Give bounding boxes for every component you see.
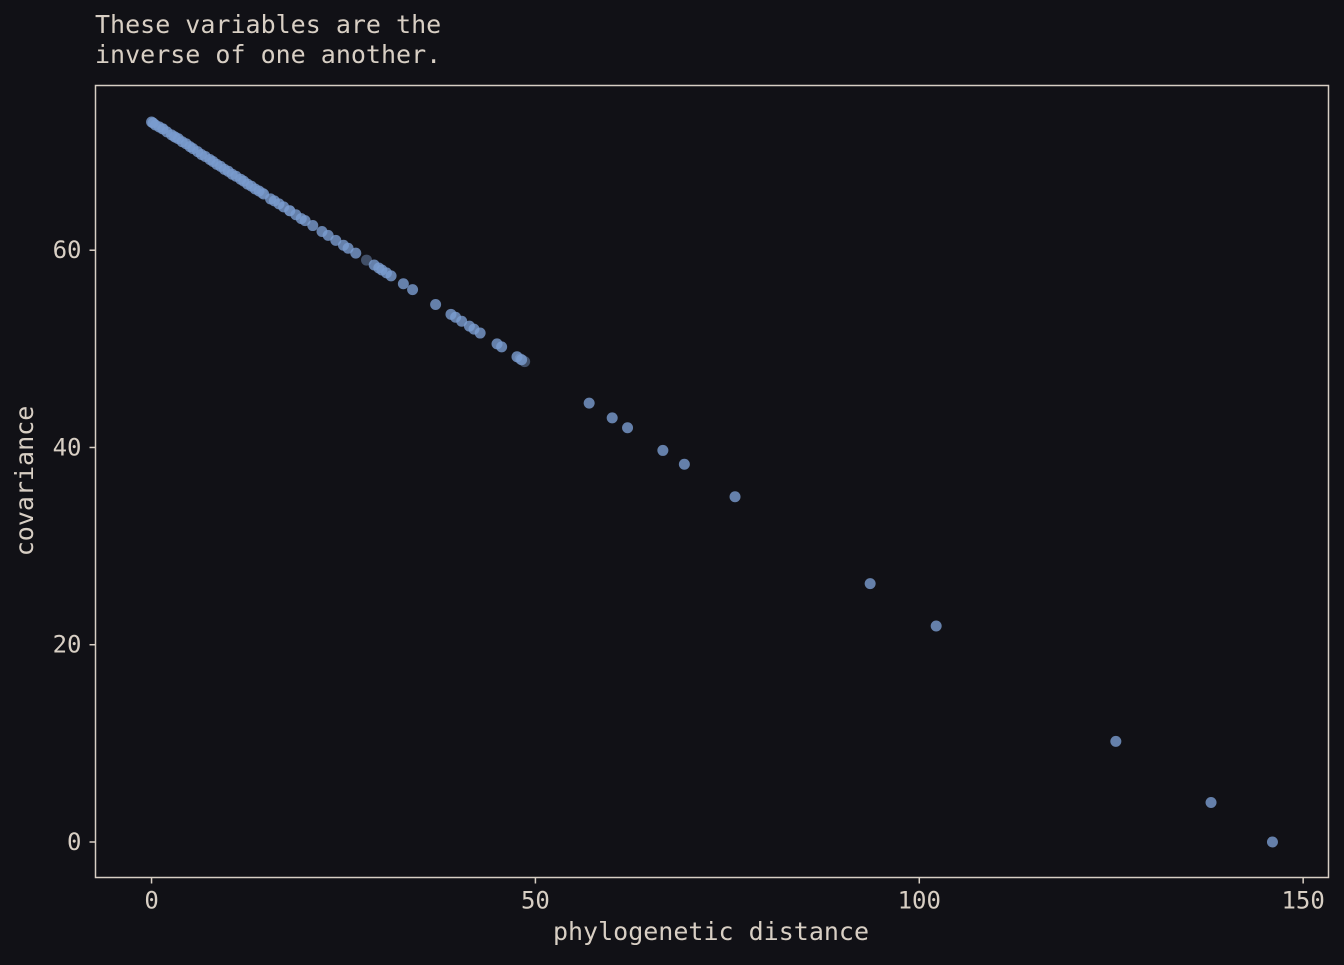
chart-title-line-2: inverse of one another. [95,40,441,69]
scatter-point [407,284,419,296]
scatter-point [474,327,486,339]
scatter-point [864,578,876,590]
scatter-point [678,458,690,470]
x-axis-label: phylogenetic distance [553,917,869,946]
points-layer [146,116,1278,848]
scatter-point [385,270,397,282]
scatter-point [729,491,741,503]
y-tick-label: 40 [53,433,82,461]
y-tick-label: 0 [67,828,81,856]
scatter-point [307,220,319,232]
scatter-point [516,354,528,366]
scatter-point [930,620,942,632]
scatter-point [1110,735,1122,747]
scatter-point [496,341,508,353]
x-tick-label: 0 [144,887,158,915]
scatter-point [397,278,409,290]
scatter-point [622,422,634,434]
y-tick-label: 60 [53,236,82,264]
y-axis-label: covariance [10,406,39,557]
scatter-point [1266,836,1278,848]
scatter-point [606,412,618,424]
x-tick-label: 100 [898,887,941,915]
scatter-point [657,444,669,456]
chart-title-line-1: These variables are the [95,10,441,39]
x-tick-label: 50 [521,887,550,915]
scatter-point [1205,797,1217,809]
x-axis-ticks: 0 50 100 150 [144,877,1325,915]
y-axis-ticks: 0 20 40 60 [53,236,96,856]
scatter-point [583,397,595,409]
scatter-point [430,298,442,310]
y-tick-label: 20 [53,631,82,659]
x-tick-label: 150 [1281,887,1324,915]
plot-panel [94,84,1330,879]
scatter-point [350,247,362,259]
